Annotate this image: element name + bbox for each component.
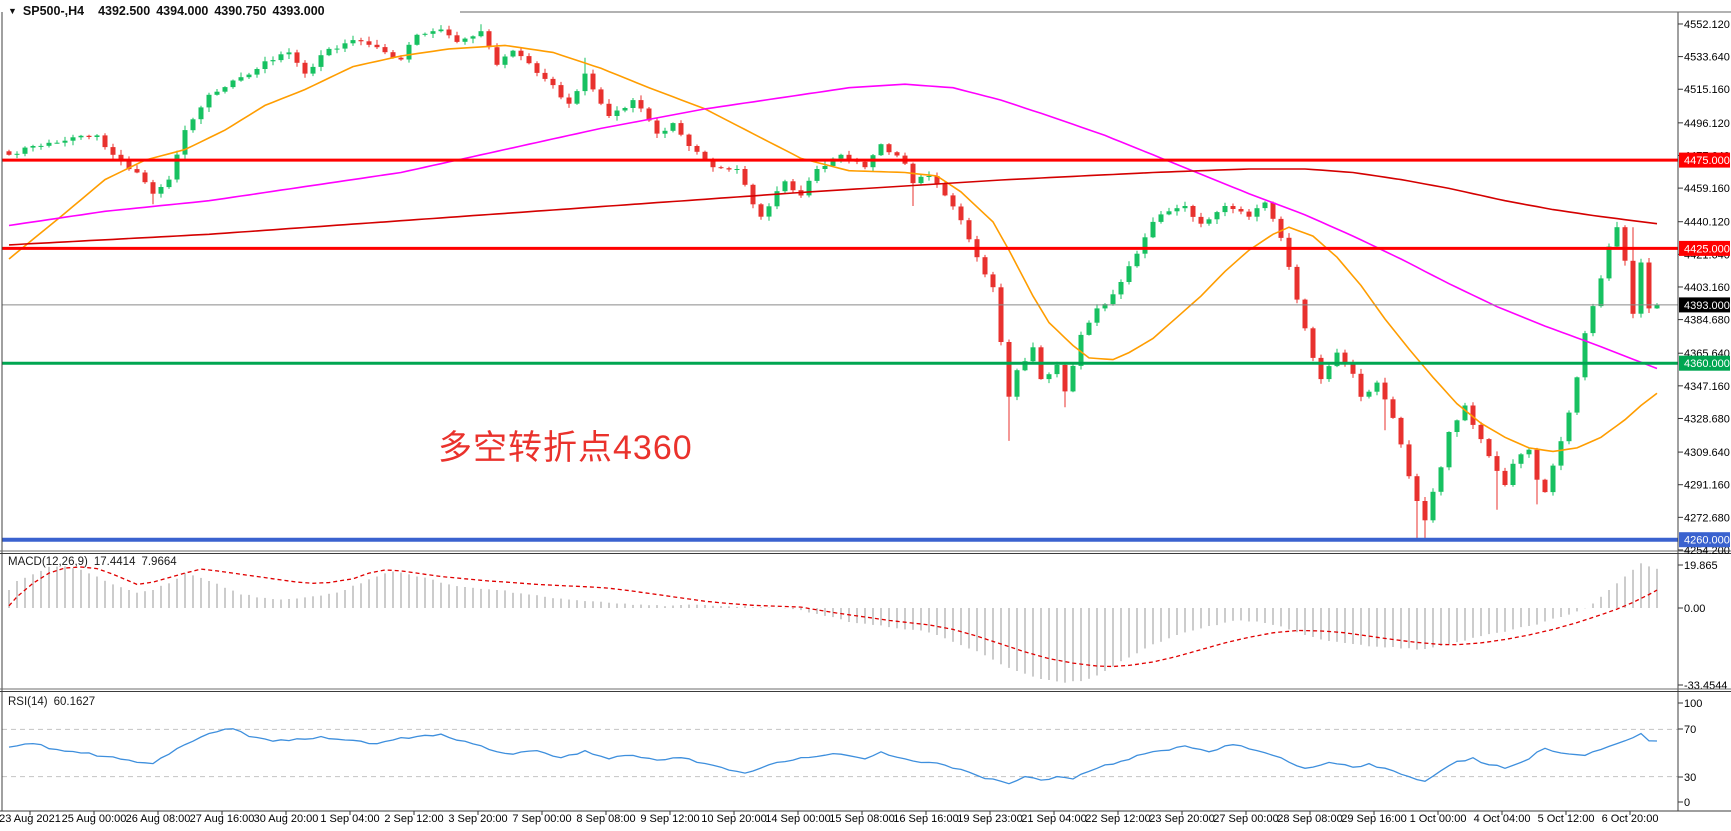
ma-layer — [8, 44, 1658, 453]
ma-slow-darkred — [8, 168, 1658, 246]
svg-text:0: 0 — [1684, 797, 1690, 809]
svg-text:8 Sep 08:00: 8 Sep 08:00 — [576, 813, 635, 825]
ohlc-open: 4392.500 — [98, 4, 151, 18]
svg-text:4384.680: 4384.680 — [1684, 315, 1730, 327]
svg-text:23 Sep 20:00: 23 Sep 20:00 — [1149, 813, 1214, 825]
rsi-indicator-label: RSI(14) 60.1627 — [8, 696, 101, 708]
svg-text:21 Sep 04:00: 21 Sep 04:00 — [1021, 813, 1086, 825]
svg-text:7 Sep 00:00: 7 Sep 00:00 — [512, 813, 571, 825]
ma-fast-orange — [8, 44, 1658, 453]
candles-layer — [6, 24, 1660, 539]
macd-name: MACD(12,26,9) — [8, 556, 88, 568]
rsi-line — [8, 728, 1658, 785]
svg-text:2 Sep 12:00: 2 Sep 12:00 — [384, 813, 443, 825]
svg-text:4425.000: 4425.000 — [1684, 243, 1730, 255]
svg-text:10 Sep 20:00: 10 Sep 20:00 — [701, 813, 766, 825]
rsi-layer: 100 70 30 0 — [2, 698, 1702, 809]
svg-text:25 Aug 00:00: 25 Aug 00:00 — [62, 813, 127, 825]
rsi-name: RSI(14) — [8, 696, 48, 708]
svg-text:4 Oct 04:00: 4 Oct 04:00 — [1474, 813, 1531, 825]
chart-title: ▼ SP500-,H4 4392.500 4394.000 4390.750 4393.0… — [8, 4, 325, 18]
macd-signal-value: 7.9664 — [141, 556, 177, 568]
svg-text:9 Sep 12:00: 9 Sep 12:00 — [640, 813, 699, 825]
svg-text:4459.160: 4459.160 — [1684, 183, 1730, 195]
svg-text:29 Sep 16:00: 29 Sep 16:00 — [1341, 813, 1406, 825]
svg-text:4309.640: 4309.640 — [1684, 447, 1730, 459]
svg-text:6 Oct 20:00: 6 Oct 20:00 — [1602, 813, 1659, 825]
levels-layer — [2, 158, 1678, 542]
svg-text:4328.680: 4328.680 — [1684, 414, 1730, 426]
price-axis: 4552.1204533.6404515.1604496.1204477.640… — [1678, 19, 1730, 557]
borders-layer — [0, 11, 1731, 812]
svg-text:16 Sep 16:00: 16 Sep 16:00 — [893, 813, 958, 825]
svg-text:4515.160: 4515.160 — [1684, 84, 1730, 96]
svg-text:1 Sep 04:00: 1 Sep 04:00 — [320, 813, 379, 825]
svg-text:4260.000: 4260.000 — [1684, 535, 1730, 547]
macd-main-value: 17.4414 — [93, 556, 136, 568]
ohlc-close: 4393.000 — [272, 4, 325, 18]
svg-text:4533.640: 4533.640 — [1684, 52, 1730, 64]
svg-text:4496.120: 4496.120 — [1684, 118, 1730, 130]
svg-text:22 Sep 12:00: 22 Sep 12:00 — [1085, 813, 1150, 825]
svg-text:70: 70 — [1684, 724, 1696, 736]
ohlc-high: 4394.000 — [156, 4, 209, 18]
svg-text:3 Sep 20:00: 3 Sep 20:00 — [448, 813, 507, 825]
svg-text:100: 100 — [1684, 698, 1702, 710]
dropdown-triangle-icon: ▼ — [8, 6, 17, 16]
ma-mid-magenta — [8, 83, 1658, 370]
svg-text:27 Aug 16:00: 27 Aug 16:00 — [190, 813, 255, 825]
svg-text:5 Oct 12:00: 5 Oct 12:00 — [1538, 813, 1595, 825]
svg-text:27 Sep 00:00: 27 Sep 00:00 — [1213, 813, 1278, 825]
svg-text:4254.200: 4254.200 — [1684, 545, 1730, 557]
svg-text:4272.680: 4272.680 — [1684, 512, 1730, 524]
svg-text:30 Aug 20:00: 30 Aug 20:00 — [254, 813, 319, 825]
macd-indicator-label: MACD(12,26,9) 17.4414 7.9664 — [8, 556, 183, 568]
svg-text:4360.000: 4360.000 — [1684, 358, 1730, 370]
svg-text:14 Sep 00:00: 14 Sep 00:00 — [765, 813, 830, 825]
svg-text:23 Aug 2021: 23 Aug 2021 — [0, 813, 61, 825]
symbol-timeframe: SP500-,H4 — [22, 4, 85, 18]
macd-layer: 19.865 0.00 -33.4544 — [8, 560, 1727, 692]
rsi-value: 60.1627 — [53, 696, 96, 708]
annotation-text: 多空转折点4360 — [438, 429, 693, 467]
svg-text:4403.160: 4403.160 — [1684, 282, 1730, 294]
time-axis: 23 Aug 2021 25 Aug 00:00 26 Aug 08:00 27 Au… — [0, 811, 1658, 825]
svg-text:28 Sep 08:00: 28 Sep 08:00 — [1277, 813, 1342, 825]
ohlc-low: 4390.750 — [214, 4, 267, 18]
svg-text:1 Oct 00:00: 1 Oct 00:00 — [1410, 813, 1467, 825]
svg-text:-33.4544: -33.4544 — [1684, 680, 1727, 692]
svg-text:19 Sep 23:00: 19 Sep 23:00 — [957, 813, 1022, 825]
svg-text:4291.160: 4291.160 — [1684, 480, 1730, 492]
svg-text:4440.120: 4440.120 — [1684, 217, 1730, 229]
svg-text:26 Aug 08:00: 26 Aug 08:00 — [126, 813, 191, 825]
svg-text:15 Sep 08:00: 15 Sep 08:00 — [829, 813, 894, 825]
svg-text:4552.120: 4552.120 — [1684, 19, 1730, 31]
svg-text:4393.000: 4393.000 — [1684, 300, 1730, 312]
svg-text:4475.000: 4475.000 — [1684, 155, 1730, 167]
svg-text:30: 30 — [1684, 772, 1696, 784]
svg-text:19.865: 19.865 — [1684, 560, 1718, 572]
svg-text:4347.160: 4347.160 — [1684, 381, 1730, 393]
svg-text:0.00: 0.00 — [1684, 603, 1705, 615]
